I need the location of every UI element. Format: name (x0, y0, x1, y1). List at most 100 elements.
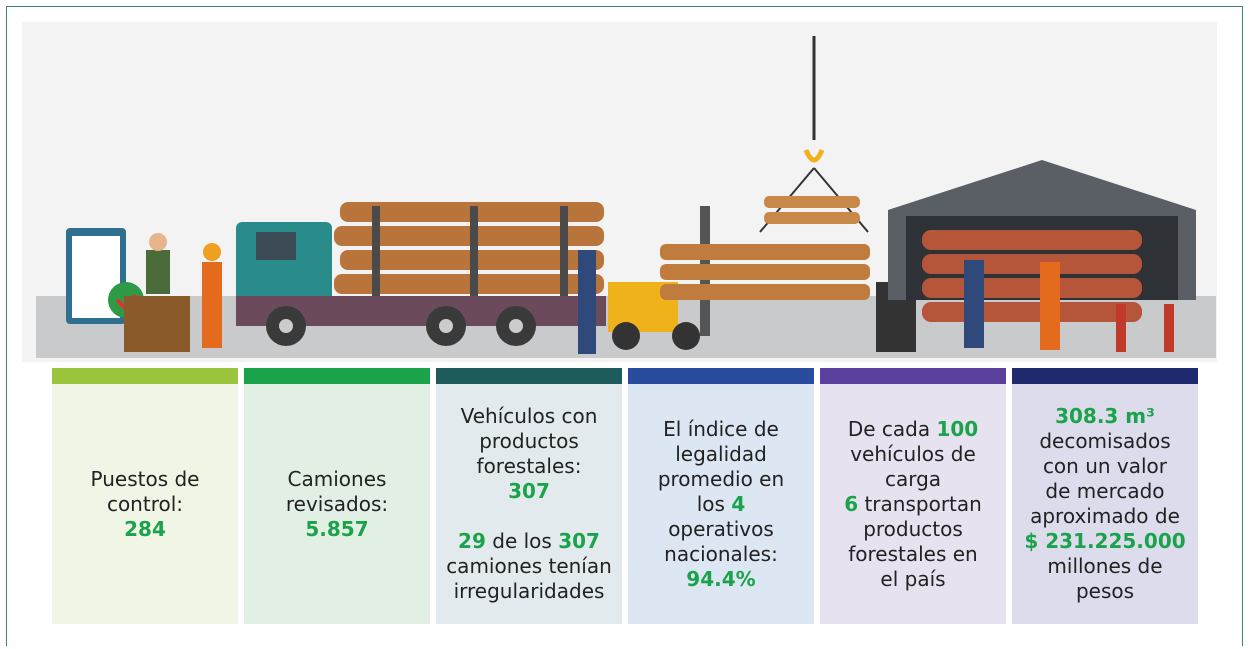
card-bar (244, 368, 430, 384)
illustration (0, 0, 1251, 368)
text: Puestos de (91, 467, 200, 491)
text-line: 284 (91, 517, 200, 542)
highlight: 307 (508, 479, 550, 503)
worker-2 (578, 250, 596, 354)
text: aproximado de (1030, 504, 1180, 528)
text-line: los 4 (658, 492, 784, 517)
text-line: operativos (658, 517, 784, 542)
text-line: decomisados (1024, 429, 1185, 454)
text: vehículos de (850, 442, 976, 466)
text: revisados: (286, 492, 388, 516)
text-line: legalidad (658, 442, 784, 467)
card-bar (52, 368, 238, 384)
text-line: millones de (1024, 554, 1185, 579)
text-line: 308.3 m³ (1024, 404, 1185, 429)
forklift-wheel (612, 322, 640, 350)
text: pesos (1076, 579, 1134, 603)
card-bar (1012, 368, 1198, 384)
text: legalidad (675, 442, 767, 466)
text-line: camiones tenían (446, 554, 612, 579)
worker (202, 262, 222, 348)
text-line: De cada 100 (844, 417, 982, 442)
text-line: forestales en (844, 542, 982, 567)
text: operativos (668, 517, 774, 541)
text-line: carga (844, 467, 982, 492)
text: irregularidades (454, 579, 605, 603)
head (149, 233, 167, 251)
desk (124, 296, 190, 352)
text-line: 29 de los 307 (446, 529, 612, 554)
stat-card: 308.3 m³decomisadoscon un valorde mercad… (1012, 368, 1198, 624)
text: millones de (1047, 554, 1162, 578)
text-line: 307 (461, 479, 598, 504)
text-line: el país (844, 567, 982, 592)
text: carga (885, 467, 941, 491)
text: promedio en (658, 467, 784, 491)
page: Puestos decontrol:284 Camionesrevisados:5… (0, 0, 1251, 649)
text-line: aproximado de (1024, 504, 1185, 529)
text-line: productos (461, 429, 598, 454)
text: forestales en (848, 542, 978, 566)
text-line: Camiones (286, 467, 388, 492)
highlight: 6 (844, 492, 858, 516)
highlight: 4 (731, 492, 745, 516)
text-line: revisados: (286, 492, 388, 517)
text-line: 5.857 (286, 517, 388, 542)
text: nacionales: (664, 542, 778, 566)
text-line: promedio en (658, 467, 784, 492)
text: decomisados (1039, 429, 1170, 453)
text-line: con un valor (1024, 454, 1185, 479)
card-bar (436, 368, 622, 384)
text: forestales: (477, 454, 582, 478)
text-line: irregularidades (446, 579, 612, 604)
text: el país (880, 567, 945, 591)
text: de los (486, 529, 558, 553)
text: Vehículos con (461, 404, 598, 428)
highlight: 100 (936, 417, 978, 441)
text-line: nacionales: (658, 542, 784, 567)
text-line: Vehículos con (461, 404, 598, 429)
text-line: $ 231.225.000 (1024, 529, 1185, 554)
card-bar (628, 368, 814, 384)
text-line: vehículos de (844, 442, 982, 467)
text: Camiones (288, 467, 387, 491)
text-line: forestales: (461, 454, 598, 479)
text: productos (479, 429, 579, 453)
truck-window (256, 232, 296, 260)
highlight: 307 (558, 529, 600, 553)
highlight: 29 (458, 529, 486, 553)
highlight: 5.857 (305, 517, 368, 541)
forklift-logs (660, 244, 870, 300)
paragraph: Puestos decontrol:284 (91, 467, 200, 542)
text-line: pesos (1024, 579, 1185, 604)
text: productos (863, 517, 963, 541)
text-line: El índice de (658, 417, 784, 442)
highlight: 308.3 m³ (1055, 404, 1155, 428)
text: los (697, 492, 732, 516)
highlight: $ 231.225.000 (1024, 529, 1185, 553)
text: control: (107, 492, 183, 516)
text: con un valor (1043, 454, 1167, 478)
highlight: 284 (124, 517, 166, 541)
text-line: de mercado (1024, 479, 1185, 504)
text-line: 94.4% (658, 567, 784, 592)
worker-3 (964, 260, 984, 348)
forklift-wheel (672, 322, 700, 350)
text-line: 6 transportan (844, 492, 982, 517)
text: De cada (848, 417, 937, 441)
text-line: Puestos de (91, 467, 200, 492)
